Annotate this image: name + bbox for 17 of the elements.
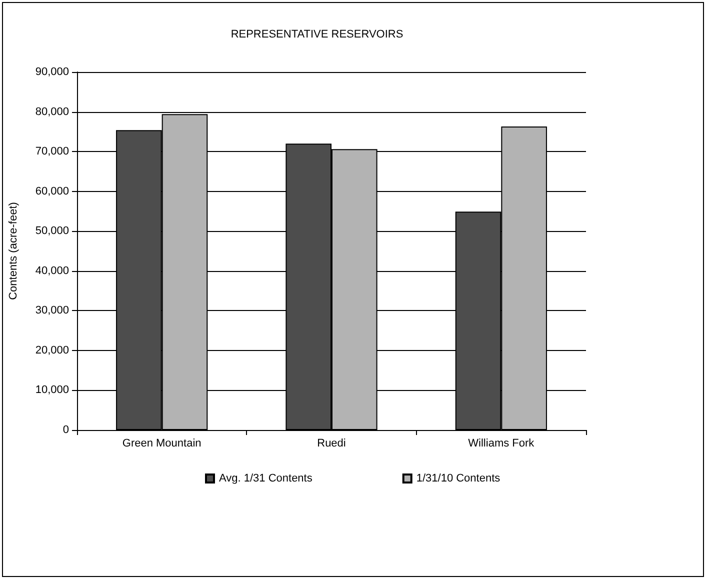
y-tick-label: 80,000: [35, 106, 69, 118]
chart-title: REPRESENTATIVE RESERVOIRS: [230, 28, 404, 40]
y-tick-label: 60,000: [35, 185, 69, 198]
y-tick-label: 70,000: [35, 146, 69, 158]
legend-label: Avg. 1/31 Contents: [219, 472, 313, 484]
y-tick-label: 50,000: [35, 225, 69, 238]
y-tick-label: 0: [62, 424, 69, 436]
y-axis-title: Contents (acre-feet): [8, 202, 20, 300]
y-tick-label: 90,000: [35, 66, 69, 78]
y-tick-label: 40,000: [35, 264, 69, 277]
x-tick-label: Green Mountain: [122, 438, 202, 450]
y-tick-label: 10,000: [35, 384, 69, 396]
y-tick-label: 30,000: [35, 304, 69, 317]
x-tick-label: Ruedi: [317, 438, 346, 450]
legend-label: 1/31/10 Contents: [416, 472, 501, 484]
x-tick-label: Williams Fork: [468, 438, 535, 450]
y-tick-label: 20,000: [35, 344, 69, 356]
